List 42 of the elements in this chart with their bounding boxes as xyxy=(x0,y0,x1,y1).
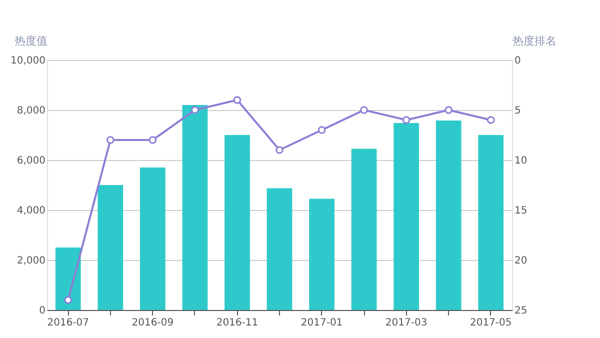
x-tick-label: 2016-11 xyxy=(216,318,258,328)
point xyxy=(106,136,114,144)
bar xyxy=(436,120,462,310)
y2-tick-label: 10 xyxy=(514,156,528,166)
x-tick-label: 2016-07 xyxy=(47,318,90,328)
y2-tick-label: 25 xyxy=(514,306,528,316)
bar xyxy=(394,123,419,310)
point xyxy=(148,136,157,144)
y2-tick-label: 0 xyxy=(514,56,521,66)
y-tick-label: 0 xyxy=(39,306,46,316)
y-axis-title: 热度值 xyxy=(14,34,48,48)
point xyxy=(360,106,368,114)
y-tick-label: 4,000 xyxy=(16,206,46,216)
point xyxy=(318,126,326,134)
point xyxy=(486,116,495,124)
point xyxy=(444,106,453,114)
y2-tick-label: 5 xyxy=(514,106,521,116)
bar xyxy=(55,248,81,310)
bar xyxy=(309,198,334,310)
point xyxy=(64,296,72,304)
x-tick-label: 2016-09 xyxy=(132,318,174,328)
bar xyxy=(182,105,208,310)
point xyxy=(276,146,284,154)
x-tick-label: 2017-03 xyxy=(385,318,428,328)
bar xyxy=(224,135,250,310)
y-tick-label: 6,000 xyxy=(16,156,46,166)
point xyxy=(233,96,242,104)
y2-tick-label: 15 xyxy=(514,206,528,216)
point xyxy=(402,116,410,124)
bar xyxy=(266,188,292,310)
y-tick-label: 10,000 xyxy=(10,56,46,66)
bar xyxy=(98,185,124,310)
y2-tick-label: 20 xyxy=(514,256,528,266)
y2-axis-title: 热度排名 xyxy=(512,34,556,48)
x-tick-label: 2017-01 xyxy=(300,318,343,328)
point xyxy=(191,106,199,114)
bar xyxy=(140,168,166,310)
y-tick-label: 8,000 xyxy=(16,106,46,116)
x-tick-label: 2017-05 xyxy=(470,318,512,328)
bar xyxy=(478,135,504,310)
bar xyxy=(351,148,377,310)
y-tick-label: 2,000 xyxy=(16,256,46,266)
